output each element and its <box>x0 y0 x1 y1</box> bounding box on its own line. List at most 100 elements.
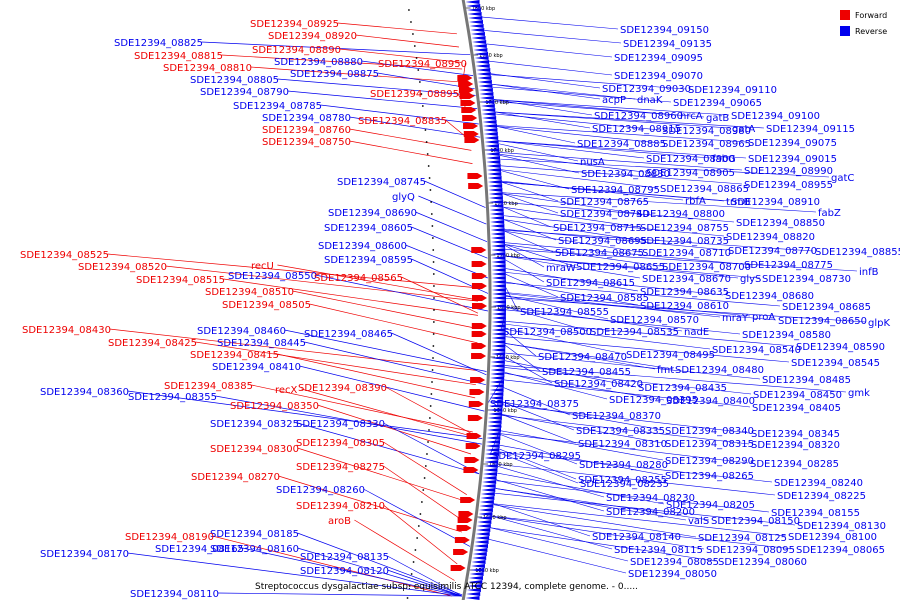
gene-label: SDE12394_09150 <box>620 25 709 36</box>
scale-dot <box>413 45 416 47</box>
ruler-tick-label: 1660 kbp <box>496 355 520 361</box>
reverse-gene-feature <box>491 296 506 300</box>
scale-dot <box>415 57 418 59</box>
leader-line <box>490 527 717 562</box>
legend-item: Forward <box>840 10 887 20</box>
gene-label: SDE12394_08445 <box>217 338 306 349</box>
scale-dot <box>430 201 433 203</box>
leader-line <box>383 465 464 522</box>
gene-label: SDE12394_08405 <box>752 403 841 414</box>
gene-label: SDE12394_08510 <box>205 287 294 298</box>
gene-label: SDE12394_08680 <box>725 291 814 302</box>
leader-line <box>504 367 752 395</box>
ruler-tick: 1800 kbp <box>465 6 496 12</box>
leader-line <box>501 180 684 201</box>
gene-label: SDE12394_08810 <box>163 63 252 74</box>
gene-label: SDE12394_08330 <box>296 419 385 430</box>
gene-label: SDE12394_08745 <box>337 177 426 188</box>
gene-label: SDE12394_08225 <box>777 491 866 502</box>
leader-line <box>391 332 487 376</box>
gene-label: SDE12394_08425 <box>108 338 197 349</box>
gene-label: SDE12394_08795 <box>571 185 660 196</box>
leader-line <box>505 298 867 323</box>
leader-line <box>504 219 639 241</box>
reverse-gene-feature <box>475 60 490 64</box>
leader-lines <box>107 16 867 597</box>
ruler-tick-label: 1620 kbp <box>489 462 513 468</box>
gene-label: SDE12394_08165 <box>155 544 244 555</box>
reverse-gene-feature <box>470 564 485 568</box>
scale-dot <box>424 465 427 467</box>
scale-dot <box>425 141 428 143</box>
ruler-tick-label: 1680 kbp <box>497 305 521 311</box>
reverse-gene-feature <box>472 552 487 556</box>
ruler-tick-label: 1800 kbp <box>472 6 496 12</box>
leader-line <box>493 503 591 537</box>
gene-label: SDE12394_08455 <box>542 367 631 378</box>
gene-label: SDE12394_08285 <box>750 459 839 470</box>
reverse-gene-feature <box>490 364 505 368</box>
gene-label: SDE12394_08730 <box>762 274 851 285</box>
leader-line <box>500 158 830 178</box>
gene-label: acpP <box>602 95 626 106</box>
leader-line <box>337 22 457 35</box>
gene-label: SDE12394_08800 <box>636 209 725 220</box>
forward-gene-feature <box>464 137 480 143</box>
reverse-gene-feature <box>487 180 502 184</box>
gene-label: SDE12394_08135 <box>300 552 389 563</box>
reverse-gene-feature <box>478 88 493 92</box>
reverse-gene-feature <box>468 576 483 580</box>
leader-line <box>499 451 773 483</box>
forward-gene-feature <box>462 115 478 121</box>
scale-dot <box>412 561 415 563</box>
gene-label: SDE12394_08700 <box>662 262 751 273</box>
reverse-gene-feature <box>491 340 506 344</box>
leader-line <box>499 154 580 174</box>
gene-label: SDE12394_08740 <box>560 209 649 220</box>
reverse-gene-feature <box>476 68 491 72</box>
ruler-tick: 1680 kbp <box>490 305 521 311</box>
forward-gene-feature <box>460 100 476 106</box>
forward-gene-feature <box>471 273 487 279</box>
reverse-gene-feature <box>480 496 495 500</box>
gene-label: SDE12394_08785 <box>233 101 322 112</box>
leader-line <box>250 66 464 83</box>
reverse-gene-feature <box>481 488 496 492</box>
leader-line <box>488 538 627 574</box>
gene-label: SDE12394_09110 <box>688 85 777 96</box>
scale-dot <box>433 285 435 287</box>
ruler-tick: 1720 kbp <box>488 201 518 207</box>
leader-line <box>498 140 747 159</box>
gene-label: SDE12394_08280 <box>579 460 668 471</box>
gene-label: SDE12394_08650 <box>778 316 867 327</box>
reverse-gene-feature <box>489 396 504 400</box>
reverse-gene-feature <box>488 192 503 196</box>
reverse-gene-feature <box>485 152 500 156</box>
reverse-gene-feature <box>478 512 493 516</box>
scale-dot <box>412 33 414 35</box>
leader-line <box>497 126 576 144</box>
leader-line <box>492 86 672 103</box>
leader-line <box>339 48 462 63</box>
gene-label: SDE12394_08955 <box>744 180 833 191</box>
gene-label: gatB <box>706 113 729 124</box>
forward-gene-feature <box>471 283 487 289</box>
reverse-gene-feature <box>487 416 502 420</box>
gene-label: SDE12394_09030 <box>602 84 691 95</box>
gene-label: SDE12394_08710 <box>642 248 731 259</box>
gene-label: SDE12394_08345 <box>751 429 840 440</box>
reverse-gene-feature <box>477 520 492 524</box>
reverse-gene-feature <box>491 288 506 292</box>
leader-line <box>503 215 725 237</box>
gene-label: trmB <box>726 197 751 208</box>
gene-label: SDE12394_08130 <box>797 521 886 532</box>
leader-line <box>297 422 480 475</box>
gene-label: SDE12394_08905 <box>646 168 735 179</box>
reverse-gene-feature <box>477 516 492 520</box>
gene-label: SDE12394_08415 <box>190 350 279 361</box>
gene-label: SDE12394_08885 <box>577 139 666 150</box>
gene-label: gatA <box>732 124 755 135</box>
forward-gene-feature <box>457 75 473 81</box>
scale-dot <box>428 177 431 179</box>
leader-line <box>495 111 731 129</box>
